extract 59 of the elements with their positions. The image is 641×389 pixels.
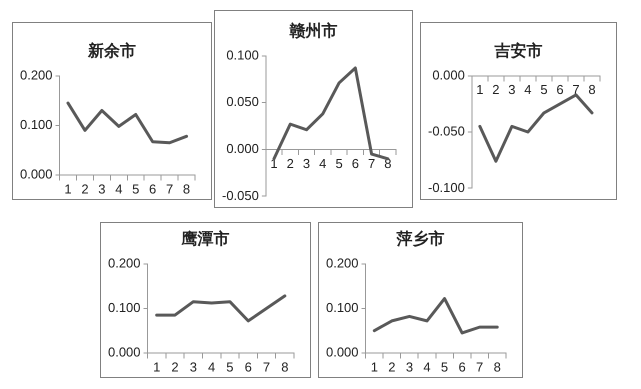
x-tick-label: 3 — [98, 181, 106, 196]
x-tick-label: 8 — [588, 82, 596, 98]
y-tick-label: 0.200 — [326, 255, 359, 270]
chart-title: 新余市 — [86, 41, 137, 62]
x-tick-label: 4 — [524, 82, 532, 98]
y-tick-label: 0.000 — [20, 166, 53, 182]
x-tick-label: 6 — [556, 82, 564, 98]
y-tick-label: -0.050 — [222, 188, 259, 203]
y-tick-label: 0.100 — [226, 47, 259, 62]
x-tick-label: 2 — [286, 156, 294, 171]
chart-title: 鹰潭市 — [180, 229, 230, 250]
x-tick-label: 1 — [476, 82, 484, 98]
x-tick-label: 2 — [492, 82, 500, 98]
x-tick-label: 5 — [440, 359, 448, 374]
chart-title: 吉安市 — [494, 41, 544, 62]
x-tick-label: 4 — [319, 156, 326, 171]
x-tick-label: 1 — [64, 181, 72, 196]
x-tick-label: 2 — [388, 359, 396, 374]
x-tick-label: 6 — [244, 359, 252, 374]
x-tick-label: 6 — [149, 181, 156, 196]
x-tick-label: 8 — [281, 359, 288, 374]
y-tick-label: 0.100 — [108, 300, 141, 315]
x-tick-label: 4 — [115, 181, 122, 196]
x-tick-label: 5 — [226, 359, 234, 374]
chart-title: 萍乡市 — [396, 229, 446, 250]
x-tick-label: 3 — [508, 82, 516, 98]
x-tick-label: 6 — [352, 156, 359, 171]
x-tick-label: 4 — [208, 359, 216, 374]
y-tick-label: 0.100 — [20, 116, 53, 132]
x-tick-label: 7 — [476, 359, 484, 374]
x-tick-label: 4 — [423, 359, 431, 374]
y-tick-label: 0.000 — [226, 140, 259, 156]
x-tick-label: 7 — [166, 181, 174, 196]
y-tick-label: 0.000 — [326, 344, 359, 360]
x-tick-label: 5 — [540, 82, 548, 98]
y-tick-label: -0.100 — [428, 180, 465, 195]
y-tick-label: 0.000 — [432, 67, 465, 82]
y-tick-label: 0.000 — [108, 344, 141, 360]
x-tick-label: 7 — [262, 359, 270, 374]
y-tick-label: 0.200 — [108, 255, 141, 270]
x-tick-label: 5 — [132, 181, 140, 196]
x-tick-label: 3 — [406, 359, 414, 374]
x-tick-label: 2 — [171, 359, 179, 374]
x-tick-label: 7 — [572, 82, 580, 98]
x-tick-label: 5 — [335, 156, 343, 171]
y-tick-label: 0.050 — [226, 94, 259, 110]
y-tick-label: 0.200 — [20, 67, 53, 82]
y-tick-label: 0.100 — [326, 300, 359, 315]
y-tick-label: -0.050 — [428, 124, 465, 139]
x-tick-label: 8 — [182, 181, 190, 196]
chart-title: 赣州市 — [288, 21, 338, 42]
x-tick-label: 3 — [190, 359, 197, 374]
x-tick-label: 7 — [368, 156, 376, 171]
x-tick-label: 3 — [302, 156, 310, 171]
x-tick-label: 6 — [458, 359, 466, 374]
x-tick-label: 1 — [153, 359, 160, 374]
x-tick-label: 2 — [81, 181, 89, 196]
x-tick-label: 8 — [494, 359, 501, 374]
x-tick-label: 1 — [370, 359, 378, 374]
